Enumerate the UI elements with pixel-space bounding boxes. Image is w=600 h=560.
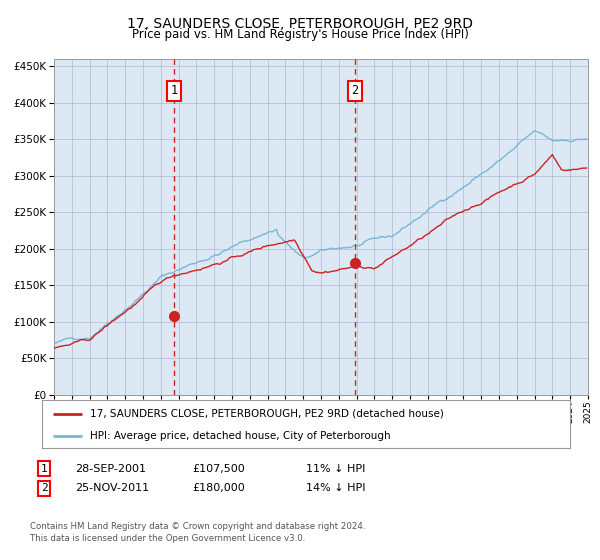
Text: HPI: Average price, detached house, City of Peterborough: HPI: Average price, detached house, City… bbox=[89, 431, 390, 441]
Text: 25-NOV-2011: 25-NOV-2011 bbox=[75, 483, 149, 493]
Text: Price paid vs. HM Land Registry's House Price Index (HPI): Price paid vs. HM Land Registry's House … bbox=[131, 28, 469, 41]
Text: 11% ↓ HPI: 11% ↓ HPI bbox=[306, 464, 365, 474]
Text: 2: 2 bbox=[41, 483, 47, 493]
Text: 17, SAUNDERS CLOSE, PETERBOROUGH, PE2 9RD (detached house): 17, SAUNDERS CLOSE, PETERBOROUGH, PE2 9R… bbox=[89, 409, 443, 419]
Text: £180,000: £180,000 bbox=[192, 483, 245, 493]
Text: 1: 1 bbox=[170, 84, 178, 97]
Text: £107,500: £107,500 bbox=[192, 464, 245, 474]
Text: Contains HM Land Registry data © Crown copyright and database right 2024.
This d: Contains HM Land Registry data © Crown c… bbox=[30, 522, 365, 543]
Text: 1: 1 bbox=[41, 464, 47, 474]
Text: 2: 2 bbox=[351, 84, 358, 97]
Text: 28-SEP-2001: 28-SEP-2001 bbox=[75, 464, 146, 474]
Text: 17, SAUNDERS CLOSE, PETERBOROUGH, PE2 9RD: 17, SAUNDERS CLOSE, PETERBOROUGH, PE2 9R… bbox=[127, 17, 473, 31]
Text: 14% ↓ HPI: 14% ↓ HPI bbox=[306, 483, 365, 493]
